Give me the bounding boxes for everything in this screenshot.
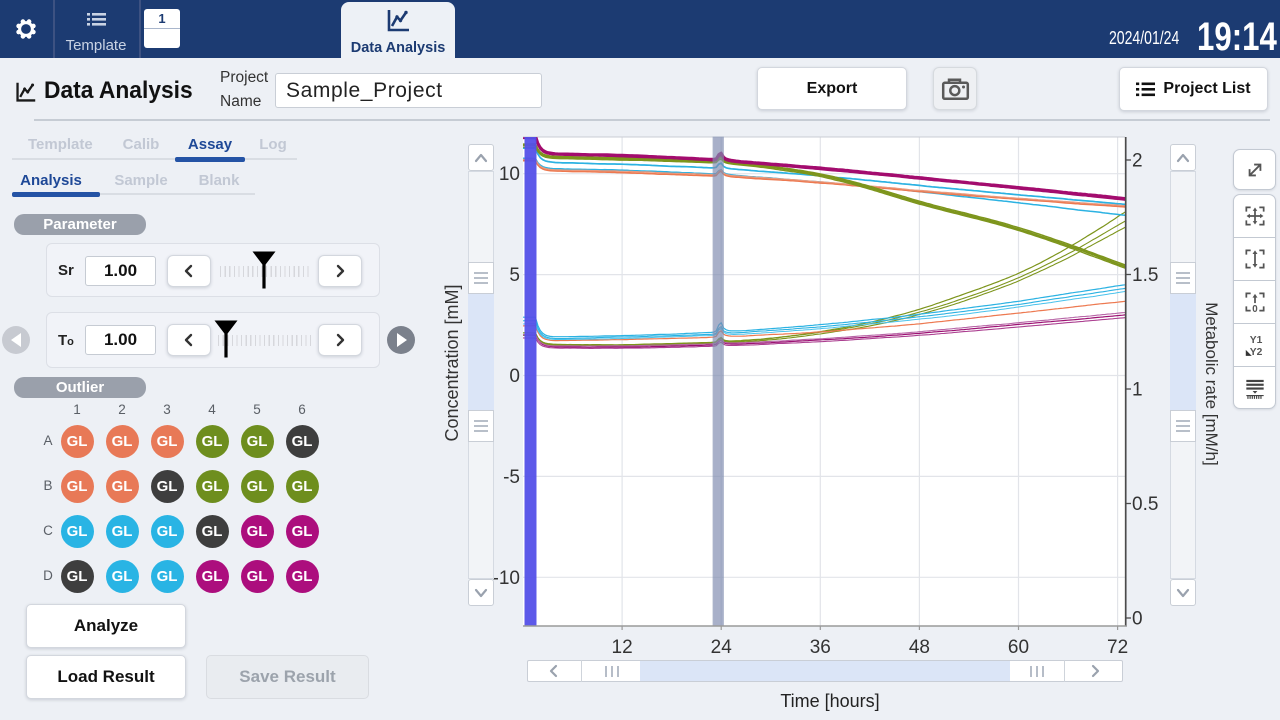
- svg-text:5: 5: [509, 265, 520, 286]
- svg-text:1.5: 1.5: [1132, 265, 1158, 286]
- svg-text:48: 48: [909, 637, 930, 658]
- svg-text:0.5: 0.5: [1132, 494, 1158, 515]
- svg-text:24: 24: [711, 637, 733, 658]
- svg-text:10: 10: [499, 164, 520, 185]
- svg-text:72: 72: [1107, 637, 1128, 658]
- svg-text:-5: -5: [503, 467, 520, 488]
- svg-text:0: 0: [1132, 609, 1143, 630]
- svg-text:Concentration [mM]: Concentration [mM]: [442, 284, 462, 441]
- svg-text:Y2: Y2: [1249, 347, 1262, 358]
- svg-text:Y1: Y1: [1249, 335, 1262, 346]
- svg-text:2: 2: [1132, 151, 1143, 172]
- svg-text:36: 36: [810, 637, 831, 658]
- svg-text:Metabolic rate [mM/h]: Metabolic rate [mM/h]: [1202, 302, 1221, 465]
- svg-text:0: 0: [1252, 304, 1258, 315]
- svg-text:1: 1: [1132, 380, 1143, 401]
- svg-text:60: 60: [1008, 637, 1029, 658]
- svg-text:-10: -10: [493, 568, 520, 589]
- svg-text:0: 0: [509, 366, 520, 387]
- svg-text:12: 12: [612, 637, 633, 658]
